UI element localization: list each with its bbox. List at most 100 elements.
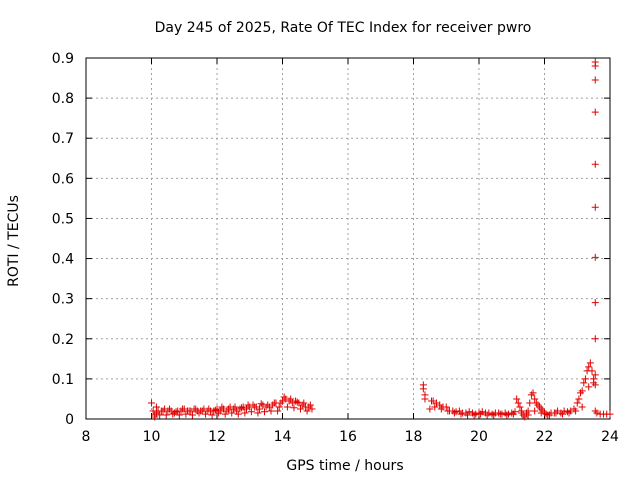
- data-point: [591, 160, 599, 168]
- data-point: [306, 401, 314, 409]
- data-point: [156, 411, 164, 419]
- data-point: [205, 405, 213, 413]
- data-point: [475, 409, 483, 417]
- data-point: [437, 405, 445, 413]
- data-point: [247, 408, 255, 416]
- data-point: [442, 403, 450, 411]
- data-point: [573, 399, 581, 407]
- data-point: [260, 408, 268, 416]
- data-point: [256, 405, 264, 413]
- data-points: [148, 58, 614, 421]
- grid: [86, 58, 610, 419]
- data-point: [575, 395, 583, 403]
- x-tick-label: 16: [339, 429, 357, 445]
- data-point: [531, 395, 539, 403]
- y-tick-label: 0.7: [52, 131, 74, 147]
- y-tick-label: 0.4: [52, 252, 74, 268]
- data-point: [241, 409, 249, 417]
- data-point: [586, 359, 594, 367]
- data-point: [234, 410, 242, 418]
- data-point: [581, 375, 589, 383]
- y-tick-label: 0: [65, 412, 74, 428]
- data-point: [198, 407, 206, 415]
- data-point: [431, 403, 439, 411]
- data-point: [591, 381, 599, 389]
- data-point: [565, 409, 573, 417]
- data-point: [218, 403, 226, 411]
- chart-title: Day 245 of 2025, Rate Of TEC Index for r…: [155, 20, 532, 36]
- data-point: [457, 410, 465, 418]
- axis-ticks: [85, 57, 611, 420]
- x-tick-label: 24: [601, 429, 619, 445]
- data-point: [297, 405, 305, 413]
- data-point: [224, 405, 232, 413]
- data-point: [593, 409, 601, 417]
- data-point: [559, 410, 567, 418]
- x-tick-label: 10: [143, 429, 161, 445]
- data-point: [303, 407, 311, 415]
- data-point: [580, 379, 588, 387]
- data-point: [470, 411, 478, 419]
- x-tick-label: 8: [82, 429, 91, 445]
- data-point: [192, 405, 200, 413]
- data-point: [188, 411, 196, 419]
- tick-labels: 8 10 12 14 16 18 20 22 24 0 0.1 0.2 0.3 0.4 0.5 0.6 0.7 0…: [52, 51, 619, 445]
- x-tick-label: 20: [470, 429, 488, 445]
- data-point: [152, 403, 160, 411]
- x-tick-label: 12: [208, 429, 226, 445]
- data-point: [518, 409, 526, 417]
- data-point: [254, 409, 262, 417]
- data-point: [465, 408, 473, 416]
- data-point: [211, 406, 219, 414]
- data-point: [509, 410, 517, 418]
- data-point: [483, 411, 491, 419]
- data-point: [591, 203, 599, 211]
- data-point: [606, 410, 614, 418]
- data-point: [151, 413, 159, 421]
- data-point: [591, 76, 599, 84]
- data-point: [162, 411, 170, 419]
- data-point: [585, 363, 593, 371]
- data-point: [274, 407, 282, 415]
- data-point: [588, 367, 596, 375]
- data-point: [537, 409, 545, 417]
- data-point: [495, 409, 503, 417]
- data-point: [228, 409, 236, 417]
- data-point: [290, 404, 298, 412]
- data-point: [477, 410, 485, 418]
- data-point: [545, 411, 553, 419]
- data-point: [526, 399, 534, 407]
- data-point: [238, 404, 246, 412]
- y-tick-label: 0.9: [52, 51, 74, 67]
- y-tick-label: 0.1: [52, 372, 74, 388]
- data-point: [542, 410, 550, 418]
- data-point: [179, 405, 187, 413]
- data-point: [591, 371, 599, 379]
- x-tick-label: 18: [405, 429, 423, 445]
- data-point: [552, 409, 560, 417]
- data-point: [516, 403, 524, 411]
- y-tick-label: 0.5: [52, 211, 74, 227]
- data-point: [426, 405, 434, 413]
- data-point: [591, 108, 599, 116]
- data-point: [513, 395, 521, 403]
- data-point: [591, 62, 599, 70]
- data-point: [488, 410, 496, 418]
- data-point: [277, 399, 285, 407]
- data-point: [585, 383, 593, 391]
- data-point: [524, 411, 532, 419]
- data-point: [529, 389, 537, 397]
- data-point: [563, 408, 571, 416]
- data-point: [560, 407, 568, 415]
- y-tick-label: 0.8: [52, 91, 74, 107]
- data-point: [591, 335, 599, 343]
- data-point: [591, 253, 599, 261]
- data-point: [202, 410, 210, 418]
- data-point: [531, 407, 539, 415]
- data-point: [244, 401, 252, 409]
- data-point: [503, 411, 511, 419]
- data-point: [514, 399, 522, 407]
- data-point: [267, 407, 275, 415]
- data-point: [185, 407, 193, 415]
